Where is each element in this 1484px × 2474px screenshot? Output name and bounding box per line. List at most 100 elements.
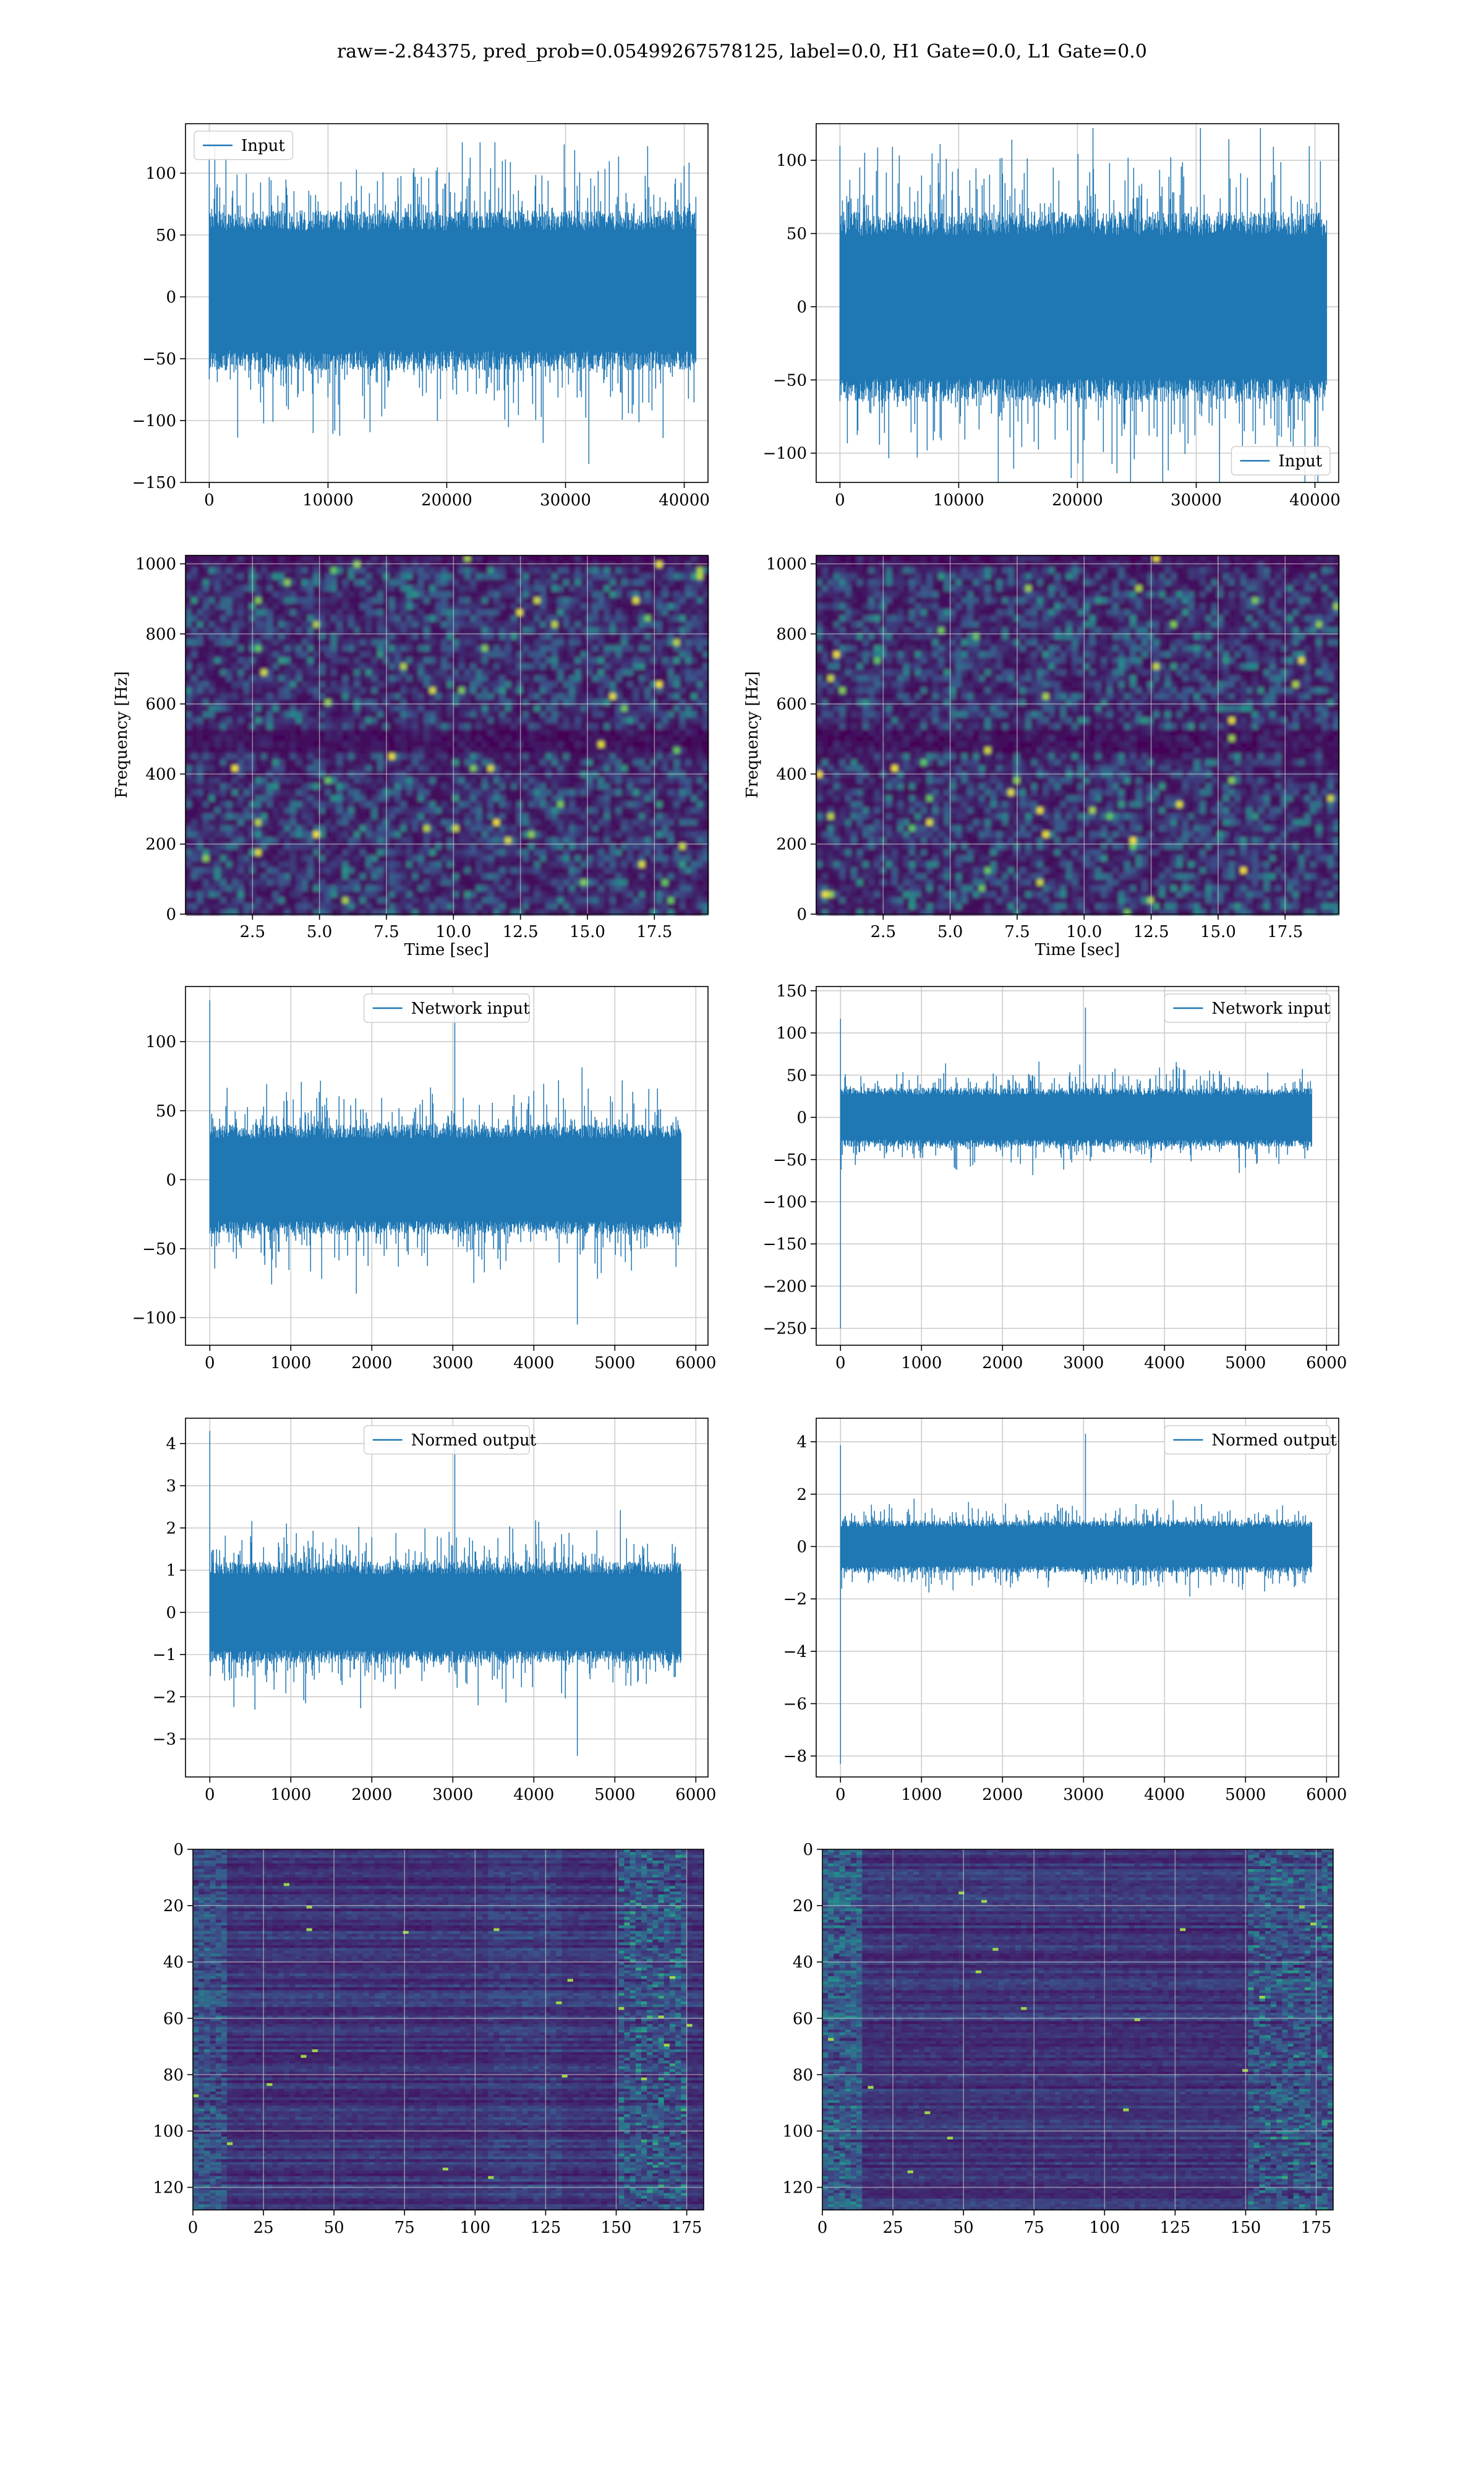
- heatmap-cell: [534, 862, 540, 868]
- heatmap-cell: [522, 664, 529, 670]
- heatmap-cell: [511, 795, 517, 802]
- heatmap-cell: [435, 706, 441, 712]
- heatmap-cell: [598, 555, 604, 562]
- heatmap-cell: [598, 622, 604, 628]
- heatmap-cell: [604, 573, 610, 580]
- heatmap-cell: [668, 597, 674, 604]
- heatmap-cell: [372, 675, 378, 682]
- heatmap-cell: [365, 837, 372, 844]
- heatmap-cell: [273, 747, 279, 753]
- heatmap-cell: [389, 724, 395, 730]
- heatmap-cell: [500, 766, 506, 772]
- heatmap-cell: [604, 802, 610, 808]
- heatmap-cell: [505, 664, 511, 670]
- heatmap-cell: [581, 627, 587, 633]
- heatmap-cell: [459, 771, 465, 777]
- heatmap-cell: [482, 615, 488, 622]
- heatmap-cell: [482, 760, 488, 766]
- heatmap-cell: [244, 567, 250, 573]
- heatmap-cell: [575, 567, 581, 573]
- heatmap-cell: [633, 597, 639, 604]
- heatmap-cell: [680, 711, 686, 717]
- heatmap-cell: [430, 609, 436, 615]
- heatmap-cell: [430, 586, 436, 592]
- heatmap-cell: [493, 567, 500, 573]
- heatmap-cell: [558, 862, 564, 868]
- heatmap-cell: [575, 873, 581, 880]
- heatmap-cell: [372, 711, 378, 717]
- heatmap-cell: [394, 820, 401, 826]
- heatmap-cell: [500, 687, 506, 693]
- heatmap-cell: [441, 586, 448, 592]
- heatmap-cell: [633, 622, 639, 628]
- heatmap-cell: [581, 687, 587, 693]
- heatmap-cell: [645, 586, 651, 592]
- heatmap-cell: [354, 724, 360, 730]
- heatmap-cell: [226, 724, 232, 730]
- heatmap-cell: [552, 873, 558, 880]
- heatmap-cell: [424, 735, 430, 742]
- heatmap-cell: [476, 849, 482, 855]
- heatmap-cell: [447, 580, 453, 586]
- heatmap-cell: [546, 567, 552, 573]
- heatmap-cell: [575, 675, 581, 682]
- heatmap-cell: [685, 711, 691, 717]
- heatmap-cell: [186, 693, 192, 700]
- heatmap-cell: [697, 675, 703, 682]
- heatmap-cell: [639, 873, 645, 880]
- heatmap-cell: [331, 880, 337, 886]
- heatmap-cell: [430, 880, 436, 886]
- heatmap-cell: [331, 784, 337, 790]
- heatmap-cell: [581, 555, 587, 562]
- heatmap-cell: [424, 867, 430, 873]
- heatmap-cell: [685, 826, 691, 832]
- heatmap-cell: [220, 555, 226, 562]
- heatmap-cell: [529, 687, 535, 693]
- heatmap-cell: [336, 820, 343, 826]
- heatmap-cell: [244, 591, 250, 597]
- heatmap-cell: [552, 747, 558, 753]
- heatmap-cell: [331, 802, 337, 808]
- heatmap-cell: [377, 831, 383, 837]
- heatmap-cell: [471, 622, 477, 628]
- heatmap-cell: [621, 651, 628, 657]
- heatmap-cell: [278, 747, 284, 753]
- heatmap-cell: [581, 747, 587, 753]
- heatmap-cell: [471, 766, 477, 772]
- heatmap-cell: [633, 729, 639, 735]
- heatmap-cell: [313, 837, 320, 844]
- heatmap-cell: [226, 640, 232, 646]
- heatmap-cell: [540, 795, 546, 802]
- heatmap-cell: [209, 562, 215, 568]
- heatmap-cell: [552, 789, 558, 795]
- heatmap-cell: [255, 597, 262, 604]
- heatmap-cell: [365, 640, 372, 646]
- heatmap-cell: [365, 784, 372, 790]
- heatmap-cell: [505, 627, 511, 633]
- heatmap-cell: [674, 586, 680, 592]
- heatmap-cell: [488, 664, 494, 670]
- heatmap-cell: [558, 784, 564, 790]
- heatmap-cell: [296, 597, 302, 604]
- heatmap-cell: [616, 622, 622, 628]
- heatmap-cell: [372, 813, 378, 820]
- heatmap-cell: [534, 820, 540, 826]
- heatmap-cell: [581, 795, 587, 802]
- heatmap-cell: [645, 669, 651, 675]
- heatmap-cell: [331, 597, 337, 604]
- heatmap-cell: [406, 867, 412, 873]
- heatmap-cell: [517, 586, 523, 592]
- heatmap-cell: [186, 867, 192, 873]
- heatmap-cell: [331, 622, 337, 628]
- heatmap-cell: [441, 724, 448, 730]
- heatmap-cell: [459, 573, 465, 580]
- heatmap-cell: [412, 591, 419, 597]
- heatmap-cell: [336, 729, 343, 735]
- heatmap-cell: [203, 711, 209, 717]
- heatmap-cell: [633, 766, 639, 772]
- heatmap-cell: [430, 651, 436, 657]
- heatmap-cell: [296, 706, 302, 712]
- heatmap-cell: [372, 837, 378, 844]
- heatmap-cell: [488, 682, 494, 688]
- heatmap-cell: [336, 724, 343, 730]
